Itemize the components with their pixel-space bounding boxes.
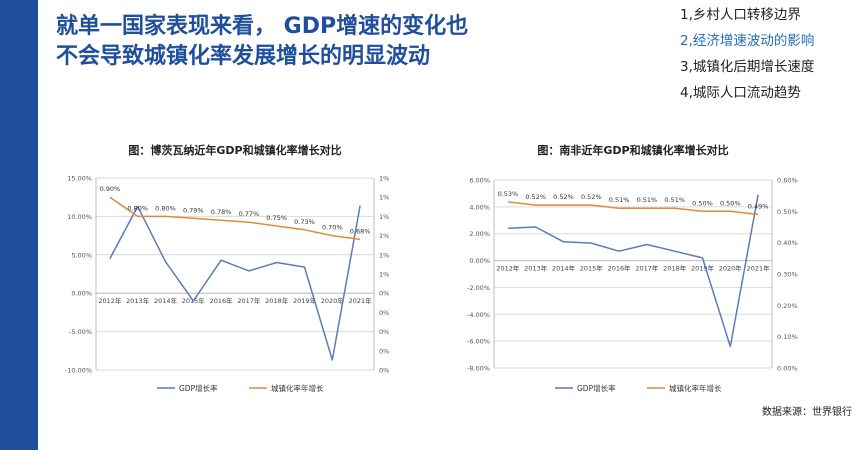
right-axis-tick-label: 0%	[379, 367, 389, 375]
x-axis-tick-label: 2018年	[663, 264, 687, 273]
right-axis-tick-label: 0.50%	[777, 208, 798, 216]
data-label: 0.49%	[748, 202, 769, 210]
series-line-gdp	[109, 205, 361, 361]
data-label: 0.79%	[183, 206, 204, 214]
right-axis-tick-label: 0.20%	[777, 302, 798, 310]
chart-title: 图：博茨瓦纳近年GDP和城镇化率增长对比	[128, 144, 342, 157]
x-axis-tick-label: 2020年	[321, 296, 345, 305]
right-axis-tick-label: 1%	[379, 213, 389, 221]
series-line-gdp	[507, 194, 759, 348]
left-axis-tick-label: 2.00%	[469, 230, 490, 238]
page-title-line-1: 就单一国家表现来看， GDP增速的变化也	[56, 14, 469, 39]
x-axis-tick-label: 2021年	[349, 296, 373, 305]
right-axis-tick-label: 1%	[379, 251, 389, 259]
right-axis-tick-label: 0%	[379, 309, 389, 317]
right-axis-tick-label: 1%	[379, 175, 389, 183]
x-axis-tick-label: 2016年	[608, 264, 632, 273]
x-axis-tick-label: 2017年	[237, 296, 261, 305]
x-axis-tick-label: 2012年	[98, 296, 122, 305]
chart-title: 图：南非近年GDP和城镇化率增长对比	[537, 144, 729, 157]
x-axis-tick-label: 2014年	[552, 264, 576, 273]
left-axis-tick-label: -10.00%	[65, 367, 92, 375]
data-label: 0.75%	[266, 214, 287, 222]
left-axis-tick-label: 4.00%	[469, 203, 490, 211]
left-axis-tick-label: 0.00%	[469, 257, 490, 265]
x-axis-tick-label: 2013年	[126, 296, 150, 305]
right-axis-tick-label: 1%	[379, 194, 389, 202]
series-line-urbanization	[109, 196, 361, 241]
data-label: 0.53%	[498, 190, 519, 198]
x-axis-tick-label: 2012年	[496, 264, 520, 273]
data-label: 0.50%	[720, 199, 741, 207]
page-title-line-2: 不会导致城镇化率发展增长的明显波动	[56, 44, 431, 69]
legend-label-gdp: GDP增长率	[577, 383, 616, 393]
right-axis-tick-label: 0.10%	[777, 333, 798, 341]
left-accent-bar	[0, 0, 38, 450]
chart-canvas: 15.00% 10.00% 5.00% 0.00% -5.00% -10.00% 1% 1% 1…	[65, 175, 389, 394]
data-label: 0.73%	[294, 218, 315, 226]
left-axis-tick-label: -6.00%	[467, 338, 490, 346]
data-label: 0.50%	[692, 199, 713, 207]
left-axis-tick-label: 15.00%	[67, 175, 92, 183]
legend-label-gdp: GDP增长率	[179, 383, 218, 393]
data-label: 0.77%	[239, 210, 260, 218]
series-line-urbanization	[507, 201, 759, 216]
left-axis-tick-label: -2.00%	[467, 284, 490, 292]
x-axis-tick-label: 2021年	[747, 264, 771, 273]
data-source-note: 数据来源：世界银行	[762, 407, 852, 418]
x-axis-tick-label: 2020年	[719, 264, 743, 273]
data-label: 0.52%	[525, 193, 546, 201]
x-axis-tick-label: 2014年	[154, 296, 178, 305]
menu-item-rural-migration[interactable]: 1,乡村人口转移边界	[680, 7, 801, 23]
chart-south-africa: 图：南非近年GDP和城镇化率增长对比 6.00% 4.00% 2.00% 0.00% -…	[458, 138, 808, 400]
right-axis-tick-label: 0%	[379, 290, 389, 298]
data-label: 0.80%	[155, 204, 176, 212]
data-label: 0.52%	[581, 193, 602, 201]
data-label: 0.52%	[553, 193, 574, 201]
x-axis-tick-label: 2013年	[524, 264, 548, 273]
right-axis-tick-label: 0%	[379, 347, 389, 355]
legend-label-urbanization: 城镇化率年增长	[669, 383, 722, 393]
right-axis-tick-label: 1%	[379, 271, 389, 279]
data-label: 0.80%	[127, 204, 148, 212]
x-axis-tick-label: 2018年	[265, 296, 289, 305]
menu-item-intercity-flow[interactable]: 4,城际人口流动趋势	[680, 85, 801, 101]
right-axis-tick-label: 0%	[379, 328, 389, 336]
menu-item-late-urbanization[interactable]: 3,城镇化后期增长速度	[680, 59, 815, 75]
data-label: 0.90%	[100, 185, 121, 193]
data-label: 0.70%	[322, 224, 343, 232]
menu-item-economic-volatility[interactable]: 2,经济增速波动的影响	[680, 33, 815, 49]
x-axis-tick-label: 2017年	[635, 264, 659, 273]
page-title: 就单一国家表现来看， GDP增速的变化也 不会导致城镇化率发展增长的明显波动	[56, 12, 576, 72]
data-label: 0.68%	[350, 227, 371, 235]
right-axis-tick-label: 0.60%	[777, 177, 798, 185]
chart-canvas: 6.00% 4.00% 2.00% 0.00% -2.00% -4.00% -6.00% -8…	[467, 177, 798, 394]
left-axis-tick-label: 5.00%	[71, 251, 92, 259]
left-axis-tick-label: -4.00%	[467, 311, 490, 319]
left-axis-tick-label: -5.00%	[69, 328, 92, 336]
data-label: 0.51%	[637, 196, 658, 204]
right-axis-tick-label: 0.40%	[777, 239, 798, 247]
right-axis-tick-label: 1%	[379, 232, 389, 240]
x-axis-tick-label: 2015年	[580, 264, 604, 273]
right-axis-tick-label: 0.00%	[777, 365, 798, 373]
x-axis-tick-label: 2019年	[293, 296, 317, 305]
data-label: 0.51%	[664, 196, 685, 204]
section-menu: 1,乡村人口转移边界 2,经济增速波动的影响 3,城镇化后期增长速度 4,城际人…	[680, 2, 855, 106]
chart-botswana: 图：博茨瓦纳近年GDP和城镇化率增长对比 15.00% 10.00% 5.00% 0.…	[60, 138, 410, 400]
data-label: 0.78%	[211, 208, 232, 216]
left-axis-tick-label: 10.00%	[67, 213, 92, 221]
legend-label-urbanization: 城镇化率年增长	[271, 383, 324, 393]
left-axis-tick-label: 6.00%	[469, 177, 490, 185]
left-axis-tick-label: 0.00%	[71, 290, 92, 298]
x-axis-tick-label: 2019年	[691, 264, 715, 273]
data-label: 0.51%	[609, 196, 630, 204]
right-axis-tick-label: 0.30%	[777, 271, 798, 279]
x-axis-tick-label: 2016年	[210, 296, 234, 305]
left-axis-tick-label: -8.00%	[467, 365, 490, 373]
